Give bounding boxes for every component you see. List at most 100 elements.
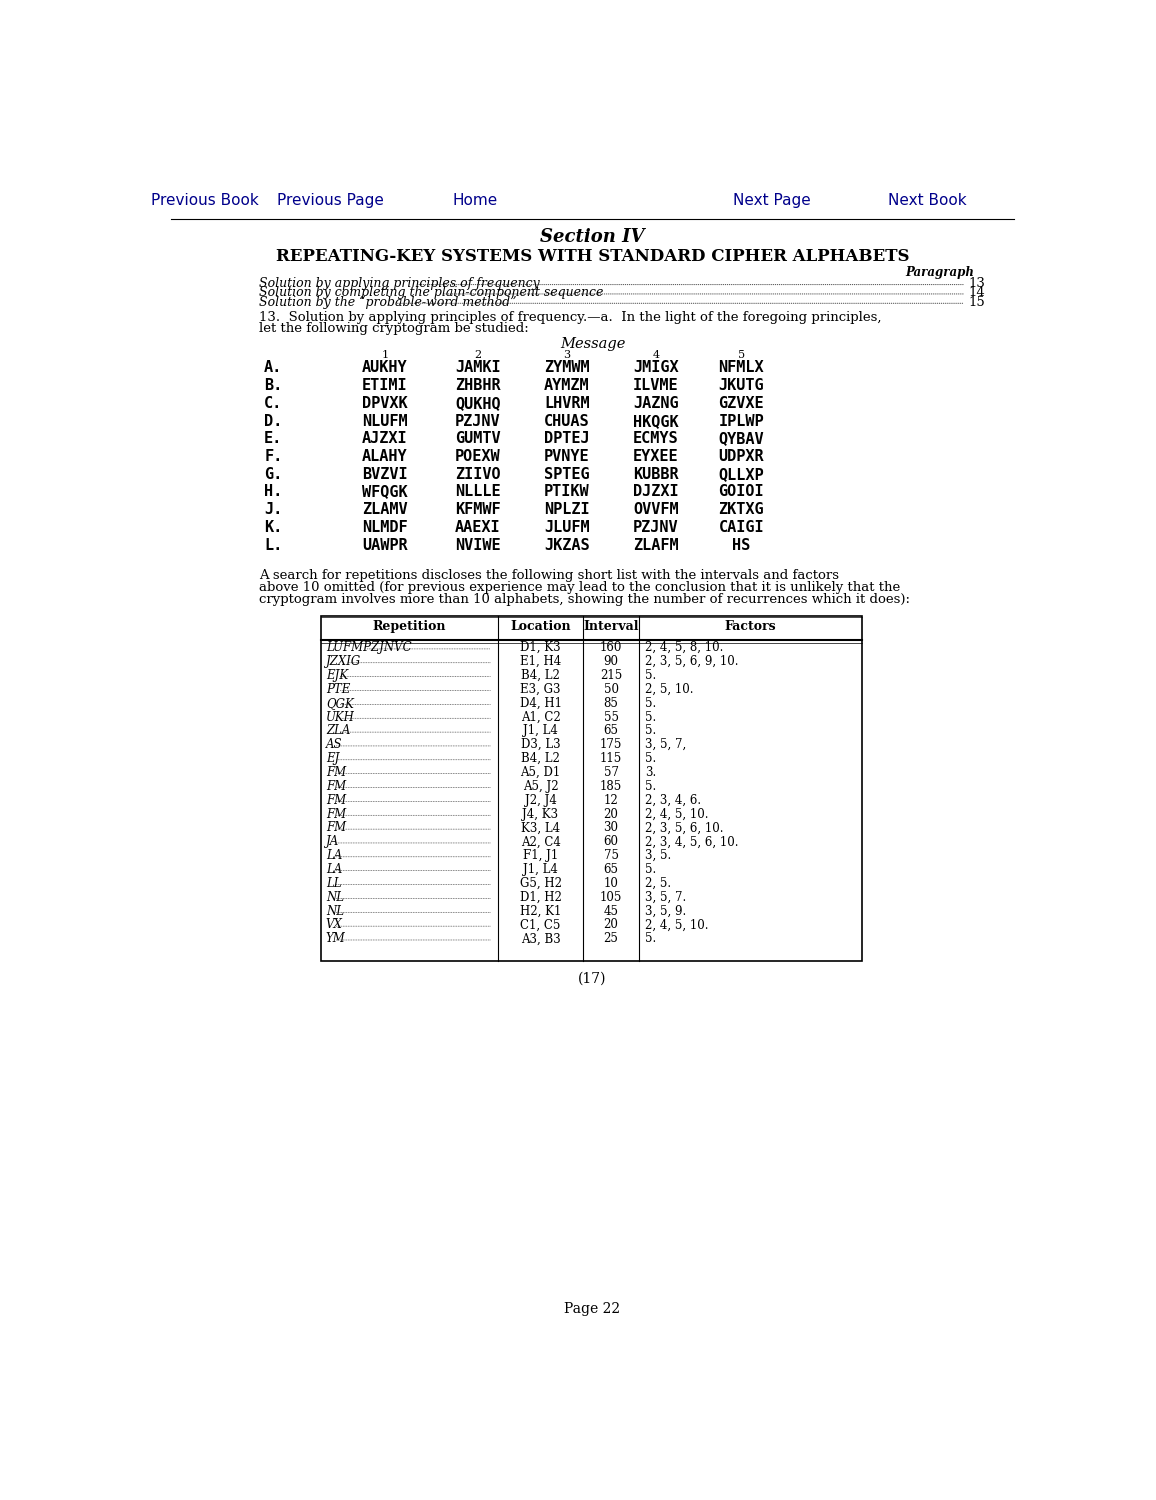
Text: 2, 3, 4, 6.: 2, 3, 4, 6.	[645, 794, 702, 807]
Text: AYMZM: AYMZM	[544, 378, 590, 393]
Text: 60: 60	[603, 836, 618, 849]
Text: 45: 45	[603, 904, 618, 918]
Text: 30: 30	[603, 822, 618, 834]
Text: 5.: 5.	[645, 669, 657, 682]
Text: 5: 5	[738, 350, 744, 360]
Text: LHVRM: LHVRM	[544, 396, 590, 411]
Text: 55: 55	[603, 711, 618, 723]
Text: LA: LA	[326, 849, 342, 862]
Text: 3, 5.: 3, 5.	[645, 849, 672, 862]
Text: NLLLE: NLLLE	[455, 484, 501, 500]
Text: let the following cryptogram be studied:: let the following cryptogram be studied:	[259, 322, 529, 336]
Text: JKUTG: JKUTG	[718, 378, 764, 393]
Text: A1, C2: A1, C2	[520, 711, 561, 723]
Text: G.: G.	[265, 466, 282, 482]
Text: (17): (17)	[578, 972, 607, 986]
Text: D3, L3: D3, L3	[520, 738, 561, 752]
Text: NVIWE: NVIWE	[455, 537, 501, 552]
Text: PZJNV: PZJNV	[455, 414, 501, 429]
Text: Solution by the “probable-word method”: Solution by the “probable-word method”	[259, 296, 517, 309]
Text: QLLXP: QLLXP	[718, 466, 764, 482]
Text: 3: 3	[563, 350, 570, 360]
Text: 2: 2	[474, 350, 481, 360]
Text: IPLWP: IPLWP	[718, 414, 764, 429]
Text: 10: 10	[603, 878, 618, 890]
Text: JMIGX: JMIGX	[633, 360, 679, 375]
Text: A3, B3: A3, B3	[520, 933, 561, 945]
Text: JAZNG: JAZNG	[633, 396, 679, 411]
Text: UAWPR: UAWPR	[362, 537, 408, 552]
Text: Interval: Interval	[584, 621, 639, 633]
Text: 175: 175	[600, 738, 622, 752]
Text: 3, 5, 7,: 3, 5, 7,	[645, 738, 687, 752]
Text: BVZVI: BVZVI	[362, 466, 408, 482]
Text: J1, L4: J1, L4	[523, 862, 558, 876]
Text: KUBBR: KUBBR	[633, 466, 679, 482]
Text: Location: Location	[510, 621, 571, 633]
Text: JKZAS: JKZAS	[544, 537, 590, 552]
Text: JLUFM: JLUFM	[544, 520, 590, 536]
Text: QYBAV: QYBAV	[718, 432, 764, 447]
Text: REPEATING-KEY SYSTEMS WITH STANDARD CIPHER ALPHABETS: REPEATING-KEY SYSTEMS WITH STANDARD CIPH…	[275, 248, 910, 266]
Text: 5.: 5.	[645, 724, 657, 738]
Text: A2, C4: A2, C4	[520, 836, 561, 849]
Text: JZXIG: JZXIG	[326, 656, 361, 668]
Text: YM: YM	[326, 933, 346, 945]
Text: B.: B.	[265, 378, 282, 393]
Text: 20: 20	[603, 918, 618, 932]
Text: FM: FM	[326, 780, 346, 794]
Text: ZHBHR: ZHBHR	[455, 378, 501, 393]
Text: ZKTXG: ZKTXG	[718, 503, 764, 518]
Text: D1, K3: D1, K3	[520, 640, 561, 654]
Text: K.: K.	[265, 520, 282, 536]
Text: Next Book: Next Book	[888, 192, 966, 207]
Text: NFMLX: NFMLX	[718, 360, 764, 375]
Text: PZJNV: PZJNV	[633, 520, 679, 536]
Text: DJZXI: DJZXI	[633, 484, 679, 500]
Text: C1, C5: C1, C5	[520, 918, 561, 932]
Text: GUMTV: GUMTV	[455, 432, 501, 447]
Text: F.: F.	[265, 448, 282, 464]
Text: D.: D.	[265, 414, 282, 429]
Text: PTIKW: PTIKW	[544, 484, 590, 500]
Text: 15: 15	[969, 296, 985, 309]
Text: ZLA: ZLA	[326, 724, 350, 738]
Text: C.: C.	[265, 396, 282, 411]
Text: E3, G3: E3, G3	[520, 682, 561, 696]
Text: DPVXK: DPVXK	[362, 396, 408, 411]
Text: A search for repetitions discloses the following short list with the intervals a: A search for repetitions discloses the f…	[259, 568, 839, 582]
Text: VX: VX	[326, 918, 342, 932]
Text: ECMYS: ECMYS	[633, 432, 679, 447]
Text: Section IV: Section IV	[540, 228, 645, 246]
Text: SPTEG: SPTEG	[544, 466, 590, 482]
Text: 90: 90	[603, 656, 618, 668]
Text: AAEXI: AAEXI	[455, 520, 501, 536]
Text: 185: 185	[600, 780, 622, 794]
Text: HS: HS	[732, 537, 750, 552]
Text: 20: 20	[603, 807, 618, 820]
Text: ZIIVO: ZIIVO	[455, 466, 501, 482]
Text: FM: FM	[326, 822, 346, 834]
Text: ZLAMV: ZLAMV	[362, 503, 408, 518]
Text: GZVXE: GZVXE	[718, 396, 764, 411]
Text: G5, H2: G5, H2	[519, 878, 562, 890]
Text: 14: 14	[969, 286, 985, 300]
Text: Previous Book: Previous Book	[151, 192, 259, 207]
Text: QUKHQ: QUKHQ	[455, 396, 501, 411]
Text: QGK: QGK	[326, 696, 354, 709]
Text: NLMDF: NLMDF	[362, 520, 408, 536]
Bar	[321, 616, 862, 962]
Text: 5.: 5.	[645, 696, 657, 709]
Text: 25: 25	[603, 933, 618, 945]
Text: FM: FM	[326, 794, 346, 807]
Text: 12: 12	[603, 794, 618, 807]
Text: JAMKI: JAMKI	[455, 360, 501, 375]
Text: NLUFM: NLUFM	[362, 414, 408, 429]
Text: HKQGK: HKQGK	[633, 414, 679, 429]
Text: 5.: 5.	[645, 862, 657, 876]
Text: AS: AS	[326, 738, 342, 752]
Text: 2, 3, 5, 6, 9, 10.: 2, 3, 5, 6, 9, 10.	[645, 656, 739, 668]
Text: EJK: EJK	[326, 669, 348, 682]
Text: 13: 13	[969, 278, 985, 290]
Text: 3.: 3.	[645, 766, 657, 778]
